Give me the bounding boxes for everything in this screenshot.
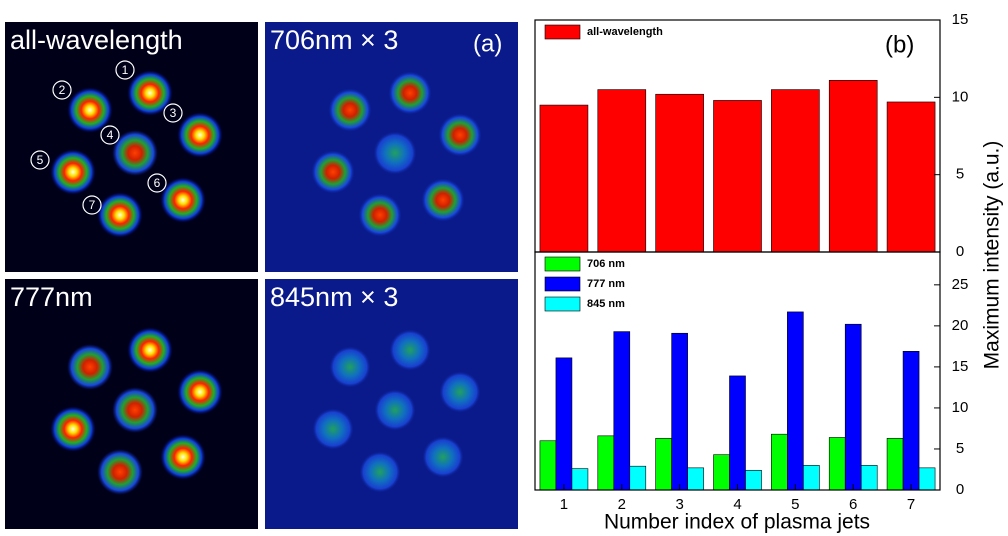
legend-label: all-wavelength [587,26,663,38]
jet-number: 3 [170,106,177,120]
jet [388,71,432,115]
bar [887,102,935,252]
bar [746,470,762,490]
legend-label: 845 nm [587,298,625,310]
panel-title: 706nm × 3 [270,25,398,55]
y-tick-label: 5 [956,440,964,457]
jet [328,88,372,132]
bar [730,376,746,490]
bar [829,80,877,252]
y-tick-label: 15 [952,11,969,28]
jet [389,329,431,371]
x-tick-label: 2 [618,496,626,513]
jet-number: 5 [37,153,44,167]
bar [672,333,688,490]
x-tick-label: 7 [907,496,915,513]
bar [803,465,819,490]
jet [439,371,481,413]
legend-swatch [545,297,580,311]
bar [540,105,588,252]
y-tick-label: 5 [956,166,964,183]
bar [714,455,730,490]
jet [127,327,173,373]
jet [50,149,96,195]
jet [50,406,96,452]
panel-title: 845nm × 3 [270,282,398,312]
x-tick-label: 3 [675,496,683,513]
bar [845,324,861,490]
jet [97,192,143,238]
bar [598,436,614,490]
bar [771,90,819,252]
jet [421,178,465,222]
panel-label: (a) [473,30,502,57]
jet [311,150,355,194]
bar [787,312,803,490]
y-tick-label: 20 [952,317,969,334]
bar [656,94,704,252]
jet [160,177,206,223]
bar [861,465,877,490]
legend-swatch [545,257,580,271]
legend-label: 706 nm [587,258,625,270]
bar [556,358,572,490]
bar [540,441,556,490]
legend-swatch [545,277,580,291]
bar [903,351,919,490]
bar [598,90,646,252]
jet [160,434,206,480]
panel-title: 777nm [10,282,93,312]
legend-swatch [545,25,580,39]
bar [614,332,630,490]
figure: all-wavelength 706nm × 3 777nm 845nm × 3… [0,0,1008,536]
jet [359,451,401,493]
y-tick-label: 10 [952,399,969,416]
jet [312,408,354,450]
bar [688,468,704,490]
y-tick-label: 0 [956,481,964,498]
panel-label: (b) [885,31,914,58]
y-tick-label: 10 [952,88,969,105]
jet [422,436,464,478]
jet-number: 7 [89,198,96,212]
y-tick-label: 25 [952,276,969,293]
jet-number: 2 [59,83,66,97]
y-tick-label: 15 [952,358,969,375]
bar [919,468,935,490]
panel-title: all-wavelength [10,25,183,55]
jet-number: 4 [107,128,114,142]
bar [572,469,588,490]
bar [829,437,845,490]
jet-number: 1 [122,63,129,77]
x-tick-label: 6 [849,496,857,513]
bar [630,466,646,490]
jet [374,389,416,431]
jet [127,70,173,116]
bar [771,434,787,490]
x-axis-label: Number index of plasma jets [604,511,870,534]
jet [67,87,113,133]
jet [177,369,223,415]
jet [438,113,482,157]
jet [97,449,143,495]
bar [714,100,762,252]
y-tick-label: 0 [956,243,964,260]
jet-number: 6 [154,176,161,190]
x-tick-label: 5 [791,496,799,513]
x-tick-label: 1 [560,496,568,513]
x-tick-label: 4 [733,496,741,513]
jet [67,344,113,390]
jet [329,346,371,388]
jet [112,387,158,433]
bar [656,438,672,490]
jet [373,131,417,175]
bar [887,438,903,490]
jet [177,112,223,158]
y-axis-label: Maximum intensity (a.u.) [981,141,1004,370]
legend-label: 777 nm [587,278,625,290]
jet [358,193,402,237]
